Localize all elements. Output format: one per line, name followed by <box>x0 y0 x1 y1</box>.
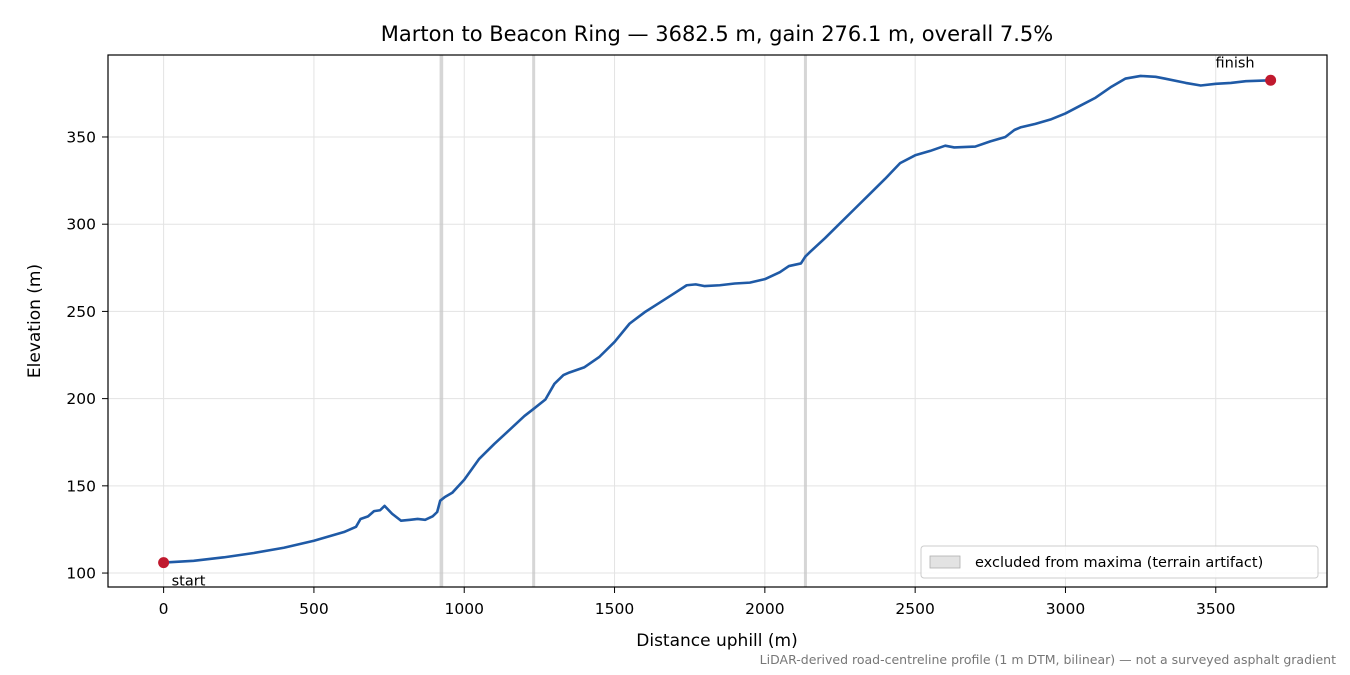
x-tick-label: 1000 <box>445 600 484 618</box>
plot-frame <box>107 54 1328 588</box>
chart-title: Marton to Beacon Ring — 3682.5 m, gain 2… <box>381 22 1053 46</box>
x-tick-label: 3000 <box>1046 600 1085 618</box>
finish-label: finish <box>1216 55 1255 71</box>
plot-series <box>162 74 1272 564</box>
legend-label: excluded from maxima (terrain artifact) <box>975 555 1263 571</box>
x-tick-label: 3500 <box>1196 600 1235 618</box>
endpoint-markers: start finish <box>158 55 1277 590</box>
x-axis-label: Distance uphill (m) <box>636 631 797 651</box>
start-marker <box>158 557 170 569</box>
footnote: LiDAR-derived road-centreline profile (1… <box>760 652 1336 667</box>
excluded-band <box>803 55 807 587</box>
legend-swatch <box>929 555 961 569</box>
x-tick-label: 0 <box>159 600 169 618</box>
x-tick-label: 2500 <box>895 600 934 618</box>
y-tick-label: 350 <box>66 128 96 146</box>
y-axis-label: Elevation (m) <box>25 264 45 378</box>
y-axis-ticks: 100 150 200 250 300 350 <box>66 128 108 583</box>
legend: excluded from maxima (terrain artifact) <box>920 545 1319 579</box>
y-tick-label: 150 <box>66 477 96 495</box>
x-tick-label: 1500 <box>595 600 634 618</box>
excluded-bands <box>439 55 807 587</box>
finish-marker <box>1265 74 1277 86</box>
grid <box>108 55 1327 587</box>
x-axis-ticks: 0 500 1000 1500 2000 2500 3000 3500 <box>159 587 1235 618</box>
y-tick-label: 250 <box>66 303 96 321</box>
y-tick-label: 100 <box>66 565 96 583</box>
elevation-line <box>162 74 1272 564</box>
start-label: start <box>172 574 206 590</box>
legend-frame <box>920 545 1319 579</box>
excluded-band <box>439 55 444 587</box>
y-tick-label: 200 <box>66 390 96 408</box>
excluded-band <box>532 55 536 587</box>
x-tick-label: 2000 <box>745 600 784 618</box>
y-tick-label: 300 <box>66 216 96 234</box>
x-tick-label: 500 <box>299 600 329 618</box>
